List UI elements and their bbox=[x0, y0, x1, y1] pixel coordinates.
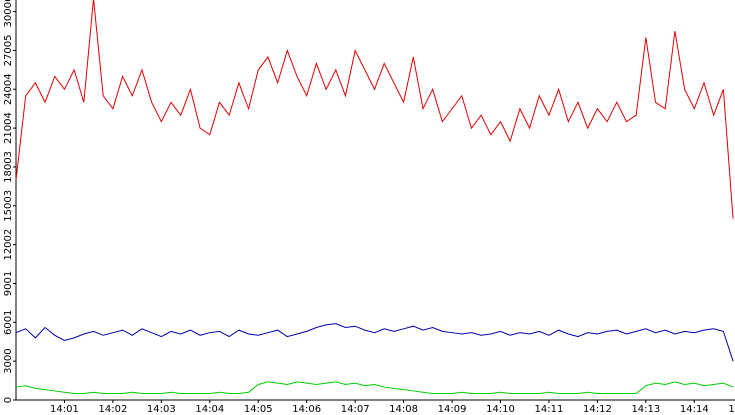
x-tick-label: 14:11 bbox=[535, 404, 564, 415]
x-tick-label: 14:14 bbox=[680, 404, 709, 415]
x-tick-label: 14:15 bbox=[728, 404, 735, 415]
x-tick-label: 14:08 bbox=[389, 404, 418, 415]
x-tick-label: 14:13 bbox=[631, 404, 660, 415]
y-tick-label: 9001 bbox=[3, 271, 14, 296]
x-tick-label: 14:06 bbox=[292, 404, 321, 415]
series-line bbox=[15, 381, 734, 395]
x-tick-label: 14:02 bbox=[98, 404, 127, 415]
x-tick-label: 14:01 bbox=[50, 404, 79, 415]
y-tick-label: 0 bbox=[3, 397, 14, 403]
y-tick-label: 12002 bbox=[3, 229, 14, 261]
x-tick-label: 14:04 bbox=[195, 404, 224, 415]
series-line bbox=[15, 323, 734, 362]
series-line bbox=[15, 0, 734, 219]
x-tick-label: 14:07 bbox=[341, 404, 370, 415]
y-tick-label: 21004 bbox=[3, 112, 14, 144]
y-tick-label: 18003 bbox=[3, 151, 14, 183]
x-tick-label: 14:09 bbox=[438, 404, 467, 415]
x-tick-label: 14:05 bbox=[244, 404, 273, 415]
y-tick-label: 30006 bbox=[3, 0, 14, 27]
x-tick-label: 14:10 bbox=[486, 404, 515, 415]
x-tick-label: 14:03 bbox=[147, 404, 176, 415]
y-tick-label: 6001 bbox=[3, 310, 14, 335]
y-tick-label: 27005 bbox=[3, 35, 14, 67]
y-tick-label: 24004 bbox=[3, 73, 14, 105]
y-tick-label: 3000 bbox=[3, 348, 14, 373]
x-tick-label: 14:12 bbox=[583, 404, 612, 415]
y-tick-label: 15003 bbox=[3, 190, 14, 222]
